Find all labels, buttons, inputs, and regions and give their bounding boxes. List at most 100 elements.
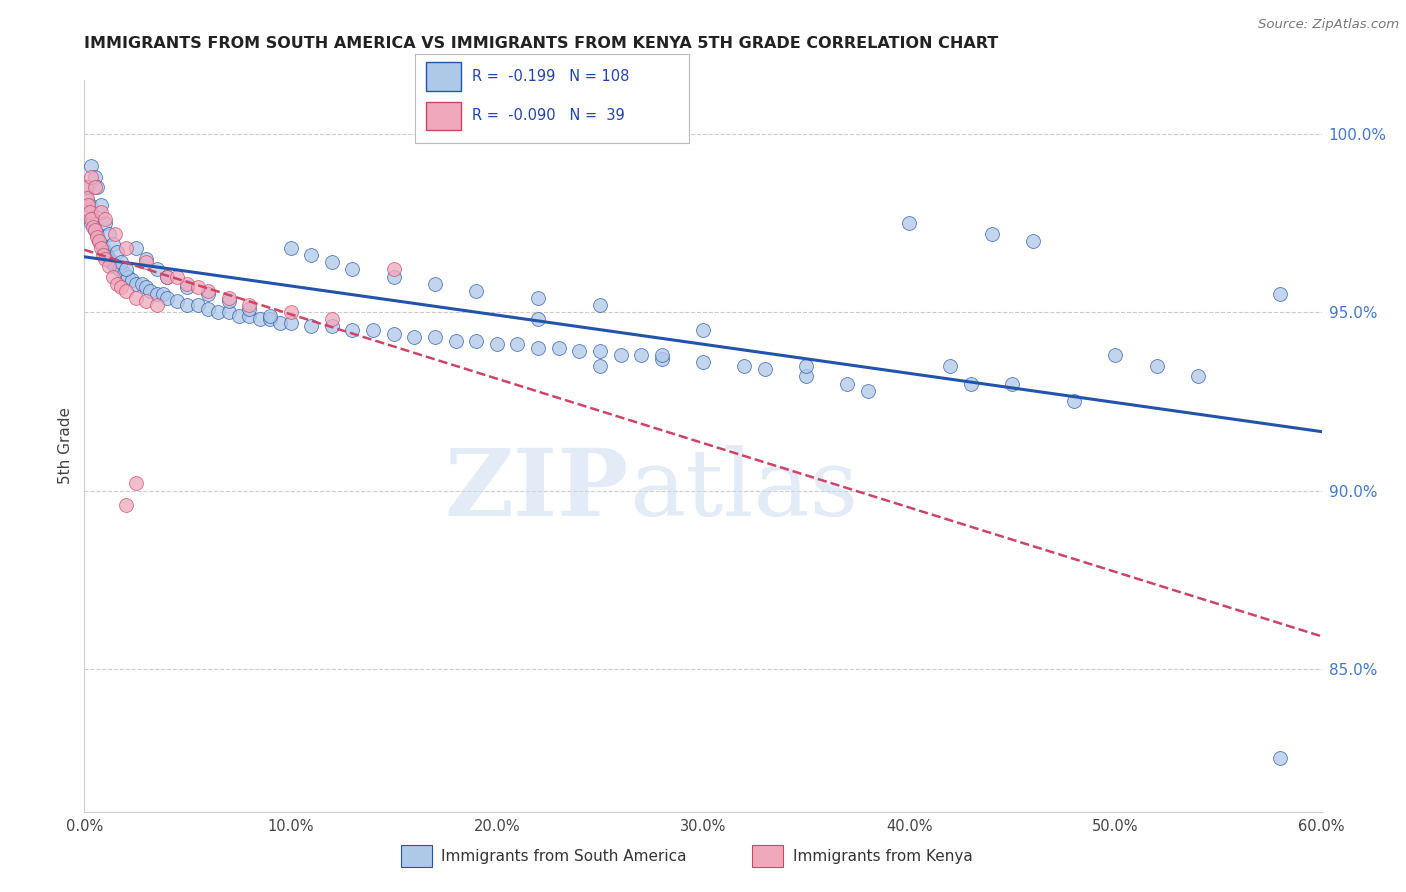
Point [404,330,426,344]
Text: Source: ZipAtlas.com: Source: ZipAtlas.com [1258,18,1399,31]
Point [125,291,148,305]
Point [527,341,550,355]
Point [1001,376,1024,391]
Point [238,298,260,312]
Point [342,262,364,277]
Text: R =  -0.090   N =  39: R = -0.090 N = 39 [472,109,626,123]
Point [299,248,322,262]
Point [108,262,131,277]
Point [361,323,384,337]
Point [112,266,135,280]
Point [145,298,167,312]
Point [1022,234,1045,248]
Point [506,337,529,351]
Point [444,334,467,348]
Point [197,301,219,316]
Point [105,244,128,259]
Point [465,334,488,348]
Text: Immigrants from Kenya: Immigrants from Kenya [793,849,973,863]
Point [103,237,125,252]
Point [1187,369,1209,384]
Point [423,330,446,344]
Point [110,255,132,269]
Point [218,291,240,305]
Point [280,305,302,319]
Point [82,212,104,227]
Point [94,252,117,266]
Text: R =  -0.199   N = 108: R = -0.199 N = 108 [472,70,630,84]
Point [75,191,97,205]
Point [321,319,343,334]
Point [342,323,364,337]
Point [280,316,302,330]
Point [105,277,128,291]
Point [1270,287,1292,301]
Point [75,180,97,194]
Point [90,205,112,219]
Point [960,376,983,391]
Point [83,223,105,237]
Point [114,284,136,298]
Point [733,359,755,373]
Text: ZIP: ZIP [444,445,628,535]
Point [609,348,631,362]
Point [382,262,405,277]
Point [1270,751,1292,765]
Point [259,312,281,326]
Point [485,337,508,351]
Point [980,227,1002,241]
Point [238,301,260,316]
Point [83,180,105,194]
Point [898,216,921,230]
Point [125,277,148,291]
Point [79,159,101,173]
Point [139,284,162,298]
Point [145,287,167,301]
Point [527,312,550,326]
FancyBboxPatch shape [426,62,461,91]
Point [837,376,859,391]
Point [692,355,714,369]
Point [117,269,139,284]
Point [90,198,112,212]
Point [79,205,101,219]
Point [939,359,962,373]
Point [238,309,260,323]
Point [98,259,121,273]
Point [94,244,117,259]
Point [91,248,114,262]
Point [1104,348,1126,362]
Point [145,262,167,277]
Point [259,309,281,323]
Point [166,294,188,309]
Point [382,326,405,341]
Point [754,362,776,376]
Point [90,237,112,252]
Point [104,227,127,241]
Point [187,298,209,312]
Point [94,216,117,230]
Point [156,291,179,305]
Point [218,294,240,309]
Point [197,287,219,301]
Point [382,269,405,284]
Point [651,351,673,366]
Point [280,241,302,255]
Point [114,262,136,277]
Point [77,180,100,194]
Point [135,294,157,309]
Point [135,252,157,266]
Point [79,169,101,184]
Point [166,269,188,284]
Point [110,280,132,294]
Point [152,287,174,301]
Point [856,384,879,398]
Point [249,312,271,326]
Point [98,227,121,241]
Point [135,255,157,269]
Point [86,230,108,244]
Point [91,241,114,255]
Point [125,476,148,491]
Point [135,280,157,294]
Point [176,277,198,291]
